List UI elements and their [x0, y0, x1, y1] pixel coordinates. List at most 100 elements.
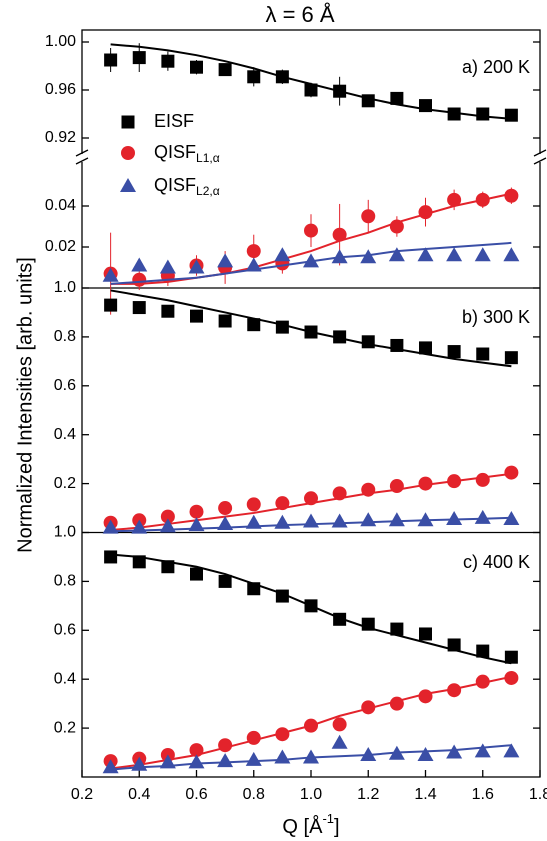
y-tick-label: 1.0 [54, 524, 76, 541]
y-tick-label: 1.0 [54, 279, 76, 296]
legend-label: QISFL2,α [154, 175, 220, 198]
marker-triangle [245, 751, 262, 766]
marker-triangle [331, 513, 348, 528]
x-axis-label: Q [Å-1] [282, 811, 339, 838]
marker-circle [504, 670, 519, 685]
marker-triangle [360, 249, 377, 264]
marker-circle [475, 674, 490, 689]
marker-square [333, 330, 347, 344]
marker-triangle [446, 247, 463, 262]
marker-square [247, 70, 261, 84]
marker-square [476, 644, 490, 658]
x-tick-label: 1.6 [472, 786, 494, 803]
y-tick-label: 0.2 [54, 475, 76, 492]
marker-square [218, 574, 232, 588]
marker-circle [246, 497, 261, 512]
marker-triangle [360, 746, 377, 761]
legend-label: EISF [154, 111, 194, 131]
marker-triangle [474, 743, 491, 758]
fit-line [110, 192, 512, 285]
legend-marker [121, 146, 135, 160]
marker-square [390, 91, 404, 105]
marker-circle [418, 689, 433, 704]
marker-triangle [159, 259, 176, 274]
marker-circle [304, 223, 318, 238]
marker-triangle [188, 754, 205, 769]
marker-triangle [245, 514, 262, 529]
marker-triangle [131, 756, 148, 771]
panel-label: a) 200 K [462, 57, 530, 77]
marker-circle [189, 743, 204, 758]
marker-square [132, 301, 146, 315]
marker-triangle [417, 746, 434, 761]
marker-triangle [217, 253, 234, 268]
axis-break-marks [75, 149, 547, 165]
marker-square [132, 51, 146, 65]
marker-square [504, 351, 518, 365]
marker-triangle [388, 512, 405, 527]
marker-triangle [217, 515, 234, 530]
marker-square [275, 70, 289, 84]
marker-circle [418, 476, 433, 491]
marker-triangle [474, 509, 491, 524]
x-tick-label: 0.8 [243, 786, 265, 803]
marker-triangle [131, 519, 148, 534]
x-tick-label: 1.4 [414, 786, 436, 803]
legend-label: QISFL1,α [154, 142, 220, 165]
y-tick-label: 0.4 [54, 426, 76, 443]
marker-triangle [274, 749, 291, 764]
marker-triangle [388, 247, 405, 262]
y-tick-label: 1.00 [45, 33, 76, 50]
marker-square [447, 638, 461, 652]
marker-square [275, 589, 289, 603]
marker-circle [418, 205, 433, 220]
marker-square [247, 582, 261, 596]
x-label-text: Q [Å [282, 815, 323, 838]
marker-circle [389, 696, 404, 711]
legend-subscript: L1,α [196, 151, 220, 165]
x-tick-label: 0.2 [71, 786, 93, 803]
x-tick-label: 0.4 [128, 786, 150, 803]
y-tick-label: 0.02 [45, 238, 76, 255]
marker-square [161, 54, 175, 68]
legend-marker [121, 115, 135, 129]
marker-circle [189, 504, 204, 519]
marker-square [104, 53, 118, 67]
x-label-sup: -1 [322, 811, 334, 826]
marker-square [161, 560, 175, 574]
marker-square [390, 622, 404, 636]
marker-circle [332, 486, 347, 501]
legend-name: QISF [154, 175, 196, 195]
marker-square [104, 298, 118, 312]
marker-square [190, 567, 203, 581]
marker-triangle [102, 759, 119, 774]
marker-circle [389, 479, 404, 494]
marker-circle [504, 465, 519, 480]
marker-square [504, 108, 518, 122]
y-axis-label: Normalized Intensities [arb. units] [14, 257, 36, 553]
panel-label: b) 300 K [462, 307, 530, 327]
marker-circle [504, 188, 519, 203]
x-tick-label: 1.0 [300, 786, 322, 803]
marker-square [190, 309, 203, 323]
marker-triangle [360, 512, 377, 527]
marker-square [504, 650, 518, 664]
marker-triangle [274, 514, 291, 529]
marker-square [247, 318, 261, 332]
y-tick-label: 0.6 [54, 622, 76, 639]
y-tick-label: 0.4 [54, 670, 76, 687]
x-label-end: ] [334, 816, 340, 838]
y-tick-label: 0.2 [54, 719, 76, 736]
marker-circle [447, 683, 462, 698]
marker-circle [361, 482, 376, 497]
marker-triangle [503, 511, 520, 526]
marker-circle [475, 472, 490, 487]
marker-square [190, 60, 203, 74]
marker-circle [132, 272, 147, 287]
marker-square [361, 617, 375, 631]
marker-triangle [102, 519, 119, 534]
marker-square [419, 99, 432, 113]
marker-triangle [331, 734, 348, 749]
